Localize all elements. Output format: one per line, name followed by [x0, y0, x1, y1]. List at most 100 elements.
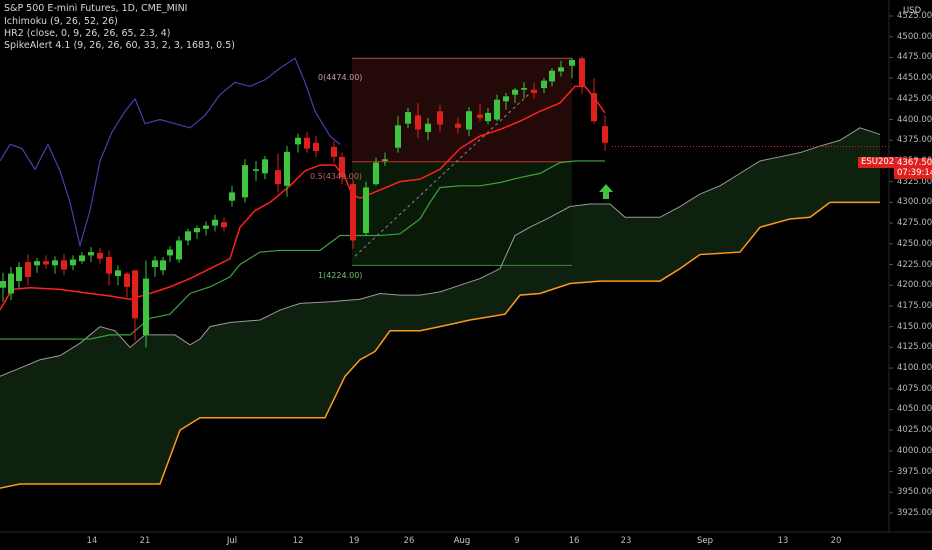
candle-body — [405, 112, 411, 124]
time-tick-label: 19 — [348, 536, 360, 546]
candle-body — [549, 70, 555, 82]
fib-label-0: 0(4474.00) — [318, 73, 363, 82]
candle-body — [229, 192, 235, 201]
candle-body — [8, 273, 14, 294]
candle-body — [253, 169, 259, 171]
candle-body — [152, 260, 158, 267]
candle-body — [16, 266, 22, 282]
candle-body — [591, 93, 597, 122]
time-tick-label: Sep — [696, 536, 714, 546]
candle-body — [415, 115, 421, 130]
fib-zone — [352, 57, 572, 266]
indicator-spikealert[interactable]: SpikeAlert 4.1 (9, 26, 26, 60, 33, 2, 3,… — [4, 40, 235, 51]
candle-body — [541, 80, 547, 89]
candle-body — [194, 228, 200, 233]
candle-body — [503, 96, 509, 102]
markers — [599, 145, 889, 199]
time-tick-label: 14 — [86, 536, 98, 546]
price-tick-label: 4125.00 — [897, 342, 932, 353]
senkou-span-b — [0, 201, 880, 489]
candle-body — [579, 58, 585, 86]
kijun-sen — [0, 160, 605, 340]
candle-body — [34, 261, 40, 266]
time-tick-label: 16 — [568, 536, 580, 546]
price-tick-label: 4325.00 — [897, 176, 932, 187]
price-tick-label: 4025.00 — [897, 425, 932, 436]
symbol-title[interactable]: S&P 500 E-mini Futures, 1D, CME_MINI — [4, 3, 188, 14]
price-tick-label: 4000.00 — [897, 445, 932, 456]
price-tick-label: 4050.00 — [897, 404, 932, 415]
price-tick-label: 4425.00 — [897, 93, 932, 104]
last-price-value: 4367.50 — [894, 158, 932, 169]
cloud-fill — [0, 127, 880, 489]
fib-label-05: 0.5(4349.00) — [310, 172, 363, 181]
candle-body — [382, 159, 388, 161]
candle-body — [115, 270, 121, 277]
spike-alert-arrow-icon — [599, 184, 613, 199]
last-price-symbol: ESU2021 — [858, 157, 903, 168]
candle-body — [569, 59, 575, 66]
price-tick-label: 3925.00 — [897, 508, 932, 518]
candle-body — [167, 249, 173, 256]
time-tick-label: Aug — [453, 536, 471, 546]
time-tick-label: 9 — [514, 536, 520, 546]
candle-body — [602, 126, 608, 143]
price-tick-label: 4150.00 — [897, 321, 932, 332]
price-tick-label: 4100.00 — [897, 363, 932, 374]
candle-body — [304, 137, 310, 149]
price-tick-label: 4175.00 — [897, 300, 932, 311]
fib-zone-lower — [352, 161, 572, 266]
candle-body — [425, 123, 431, 132]
candle-body — [331, 146, 337, 157]
time-tick-label: 26 — [403, 536, 415, 546]
candle-body — [494, 99, 500, 120]
candle-body — [25, 262, 31, 277]
time-tick-label: Jul — [226, 536, 238, 546]
candle-body — [350, 184, 356, 241]
price-tick-label: 4300.00 — [897, 197, 932, 208]
price-tick-label: 4075.00 — [897, 383, 932, 394]
price-tick-label: 3975.00 — [897, 466, 932, 477]
time-tick-label: 21 — [139, 536, 151, 546]
fib-zone-upper — [352, 58, 572, 162]
price-tick-label: 4225.00 — [897, 259, 932, 270]
currency-label: USD — [903, 6, 922, 16]
candle-body — [477, 114, 483, 118]
price-tick-label: 4250.00 — [897, 238, 932, 249]
countdown-timer: 07:39:14 — [894, 168, 932, 179]
indicator-hr2[interactable]: HR2 (close, 0, 9, 26, 26, 65, 2.3, 4) — [4, 28, 171, 39]
candle-body — [203, 225, 209, 229]
candles — [0, 56, 608, 348]
candle-body — [531, 89, 537, 94]
candle-body — [284, 151, 290, 186]
candle-body — [176, 240, 182, 260]
candle-body — [395, 125, 401, 148]
candle-body — [43, 261, 49, 265]
candle-body — [558, 67, 564, 72]
candle-body — [221, 222, 227, 228]
candle-body — [52, 260, 58, 266]
candle-body — [437, 111, 443, 125]
candle-body — [97, 252, 103, 259]
candle-body — [455, 123, 461, 128]
price-tick-label: 4275.00 — [897, 218, 932, 229]
candle-body — [124, 273, 130, 287]
candle-body — [185, 231, 191, 241]
candle-body — [143, 278, 149, 335]
time-tick-label: 23 — [620, 536, 632, 546]
price-tick-label: 4500.00 — [897, 31, 932, 42]
candle-body — [70, 259, 76, 266]
senkou-span-a — [0, 127, 881, 377]
candle-body — [106, 257, 112, 274]
fib-label-1: 1(4224.00) — [318, 271, 363, 280]
indicator-lines — [0, 57, 881, 489]
candle-body — [262, 159, 268, 174]
candle-body — [466, 111, 472, 130]
candle-body — [160, 260, 166, 271]
indicator-ichimoku[interactable]: Ichimoku (9, 26, 52, 26) — [4, 16, 118, 27]
price-tick-label: 4475.00 — [897, 52, 932, 63]
candle-body — [275, 170, 281, 185]
grid — [889, 15, 893, 514]
fib-trendline — [354, 92, 531, 257]
